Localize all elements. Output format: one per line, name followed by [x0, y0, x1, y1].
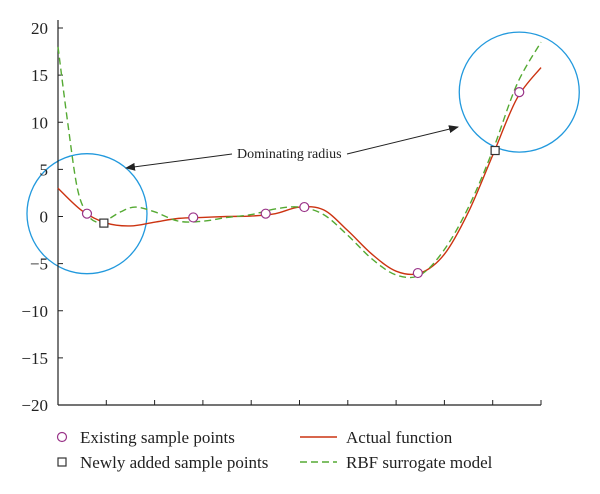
annotation-dominating-radius: Dominating radius [237, 147, 342, 162]
dominating-radius-circles [26, 31, 580, 275]
legend-actual-label: Actual function [346, 428, 453, 447]
legend: Existing sample points Actual function N… [56, 428, 493, 472]
existing-sample-point [299, 201, 310, 213]
existing-sample-point [514, 86, 525, 98]
sample-points [81, 86, 525, 279]
legend-rbf-label: RBF surrogate model [346, 453, 493, 472]
axes: 20 15 10 5 0 −5 −10 −15 −20 [21, 19, 542, 415]
dominating-radius-circle-2 [458, 31, 580, 153]
y-tick-label: −20 [21, 396, 48, 415]
new-sample-point [99, 218, 109, 228]
annotation-arrow-left [125, 153, 233, 171]
legend-existing-symbol [56, 431, 68, 443]
y-tick-label: −5 [30, 255, 48, 274]
annotation: Dominating radius [125, 125, 459, 171]
legend-existing-label: Existing sample points [80, 428, 235, 447]
y-tick-label: 5 [40, 160, 49, 179]
y-tick-label: 20 [31, 19, 48, 38]
annotation-arrow-right [346, 125, 459, 155]
actual-function-line [57, 67, 542, 276]
existing-sample-point [81, 208, 93, 219]
y-tick-label: 0 [40, 208, 49, 227]
existing-sample-point [188, 212, 199, 223]
legend-newly-symbol [57, 457, 67, 467]
y-tick-label: 15 [31, 66, 48, 85]
y-tick-label: −15 [21, 349, 48, 368]
existing-sample-point [260, 208, 271, 219]
dominating-radius-circle-1 [26, 153, 148, 275]
existing-sample-point [412, 267, 423, 279]
new-sample-point [490, 145, 500, 156]
y-tick-label: 10 [31, 113, 48, 132]
y-tick-label: −10 [21, 302, 48, 321]
rbf-surrogate-line [57, 41, 542, 279]
legend-newly-label: Newly added sample points [80, 453, 268, 472]
